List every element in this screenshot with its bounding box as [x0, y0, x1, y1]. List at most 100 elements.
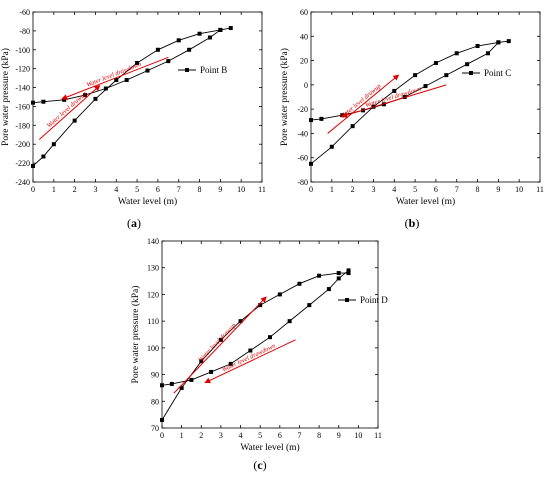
- data-point: [485, 51, 490, 56]
- data-point: [72, 118, 77, 123]
- y-tick-label: -80: [297, 178, 308, 187]
- data-point: [350, 124, 355, 129]
- plot-frame: [32, 11, 263, 183]
- legend-label: Point B: [200, 65, 227, 75]
- x-tick-label: 6: [278, 431, 282, 440]
- x-tick-label: 10: [237, 185, 245, 194]
- data-point: [207, 35, 212, 40]
- y-tick-label: -160: [15, 102, 30, 111]
- annotation-arrow: [61, 56, 169, 100]
- series-line: [161, 269, 349, 421]
- y-tick-label: 140: [147, 237, 159, 246]
- y-tick-label: -40: [297, 129, 308, 138]
- x-tick-label: 3: [219, 431, 223, 440]
- data-point: [31, 100, 35, 105]
- y-axis-label: Pore water pressure (kPa): [130, 286, 141, 384]
- data-point: [433, 61, 438, 65]
- data-point: [124, 78, 129, 82]
- data-point: [169, 381, 174, 386]
- data-point: [218, 27, 223, 32]
- data-point: [228, 26, 233, 31]
- data-point: [248, 348, 253, 353]
- x-tick-label: 8: [476, 185, 480, 194]
- data-point: [392, 88, 397, 93]
- data-point: [346, 271, 351, 276]
- x-tick-label: 5: [258, 431, 262, 440]
- y-tick-label: 20: [300, 57, 308, 66]
- y-tick-label: -140: [15, 84, 30, 93]
- data-point: [160, 383, 164, 388]
- legend-marker: [185, 68, 189, 72]
- data-point: [238, 319, 243, 324]
- x-tick-label: 9: [218, 185, 222, 194]
- x-tick-label: 7: [297, 431, 301, 440]
- x-tick-label: 1: [330, 185, 334, 194]
- data-point: [309, 118, 313, 123]
- y-tick-label: -180: [15, 121, 30, 130]
- annotation-arrow: [173, 296, 267, 394]
- y-axis-label: Pore water pressure (kPa): [279, 48, 290, 146]
- y-tick-label: -100: [15, 46, 30, 55]
- x-tick-label: 9: [337, 431, 341, 440]
- annotation-label: Water level drawdown: [221, 342, 277, 373]
- data-point: [41, 154, 46, 159]
- annotation-arrow: [204, 339, 296, 384]
- y-tick-label: 40: [300, 32, 308, 41]
- data-point: [423, 84, 428, 89]
- data-point: [135, 61, 140, 65]
- chart-panel-c: 0 1 2 3 4 5 6 7 8 9 10 11 70 80 90 100 110 120 130 140 Water…: [130, 237, 388, 472]
- legend-marker: [345, 298, 349, 302]
- legend-label: Point C: [484, 68, 511, 78]
- y-tick-label: 120: [147, 290, 159, 299]
- data-point: [336, 271, 341, 276]
- data-point: [83, 93, 88, 98]
- annotation-label: Water level drawup: [197, 321, 238, 363]
- x-tick-label: 8: [198, 185, 202, 194]
- data-point: [93, 96, 98, 101]
- data-point: [413, 73, 418, 78]
- x-tick-label: 2: [199, 431, 203, 440]
- data-point: [326, 287, 331, 292]
- data-point: [317, 273, 322, 278]
- data-point: [307, 303, 312, 308]
- x-tick-label: 2: [73, 185, 77, 194]
- data-point: [475, 44, 480, 48]
- chart-panel-b: 0 1 2 3 4 5 6 7 8 9 10 11 -80 -60 -40 -20 0 20 40 60 Water l…: [279, 8, 544, 230]
- x-tick-label: 11: [374, 431, 382, 440]
- x-tick-label: 6: [156, 185, 160, 194]
- data-point: [155, 47, 160, 52]
- y-tick-label: -80: [19, 27, 30, 36]
- x-tick-label: 4: [392, 185, 396, 194]
- data-point: [31, 163, 35, 168]
- y-tick-label: 100: [147, 344, 159, 353]
- x-tick-label: 4: [114, 185, 118, 194]
- y-tick-label: -200: [15, 140, 30, 149]
- y-tick-label: 70: [151, 424, 159, 433]
- y-tick-label: 80: [151, 397, 159, 406]
- y-tick-label: -120: [15, 65, 30, 74]
- annotation-arrow: [341, 84, 447, 118]
- x-tick-label: 0: [309, 185, 313, 194]
- panel-caption: (c): [253, 458, 266, 472]
- x-tick-label: 3: [371, 185, 375, 194]
- annotation-arrow: [327, 74, 400, 134]
- annotation-arrow: [38, 85, 101, 140]
- data-point: [297, 281, 302, 286]
- x-axis-label: Water level (m): [396, 196, 455, 207]
- y-tick-label: -240: [15, 178, 30, 187]
- data-point: [309, 161, 313, 166]
- annotation-label: Water level drawup: [46, 90, 89, 129]
- panel-caption: (b): [405, 216, 420, 230]
- x-tick-label: 11: [536, 185, 544, 194]
- data-point: [496, 40, 501, 45]
- data-point: [199, 359, 204, 364]
- x-tick-label: 8: [317, 431, 321, 440]
- data-point: [218, 337, 223, 342]
- y-axis-label: Pore water pressure (kPa): [0, 48, 11, 146]
- y-tick-label: 110: [147, 317, 159, 326]
- panel-letter: c: [257, 458, 263, 472]
- panel-letter: b: [409, 216, 416, 230]
- data-point: [465, 62, 470, 67]
- data-point: [166, 59, 171, 64]
